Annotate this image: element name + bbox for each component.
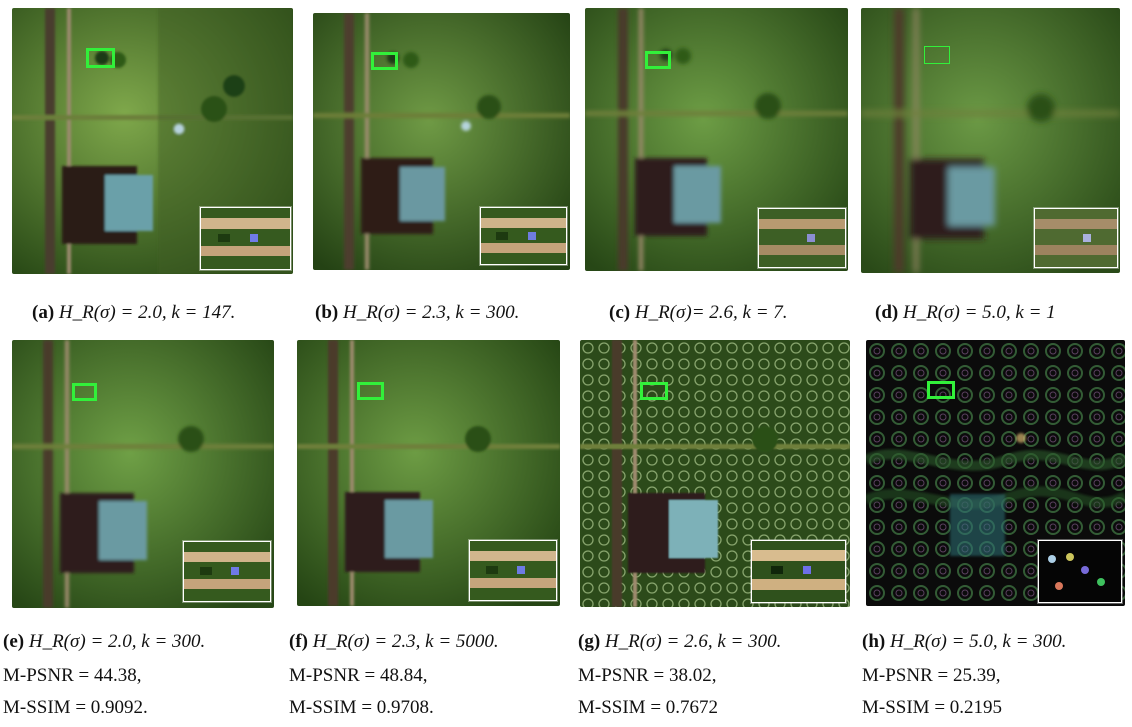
caption-g-label: (g)	[578, 631, 601, 652]
metric-g-psnr: M-PSNR = 38.02,	[578, 665, 717, 686]
metric-e-ssim: M-SSIM = 0.9092.	[3, 697, 148, 718]
zoom-inset	[469, 540, 557, 601]
caption-d: (d) H_R(σ) = 5.0, k = 1	[875, 302, 1056, 324]
caption-h-label: (h)	[862, 631, 886, 652]
zoom-inset	[1038, 540, 1122, 603]
metric-h-ssim: M-SSIM = 0.2195	[862, 697, 1003, 718]
caption-d-text: H_R(σ) = 5.0, k = 1	[902, 302, 1056, 323]
roi-box	[371, 52, 398, 70]
zoom-inset-image	[184, 542, 270, 601]
roi-box	[645, 51, 671, 69]
caption-b: (b) H_R(σ) = 2.3, k = 300.	[315, 302, 519, 324]
caption-c-label: (c)	[609, 302, 631, 323]
roi-box	[72, 383, 97, 401]
caption-e-text: H_R(σ) = 2.0, k = 300.	[28, 631, 206, 652]
roi-box	[640, 382, 668, 400]
zoom-inset-image	[1035, 209, 1117, 267]
zoom-inset-image	[481, 208, 566, 264]
zoom-inset-image	[759, 209, 845, 267]
caption-d-label: (d)	[875, 302, 899, 323]
caption-a-label: (a)	[32, 302, 55, 323]
zoom-inset	[480, 207, 567, 265]
caption-f-label: (f)	[289, 631, 308, 652]
roi-box	[924, 46, 950, 64]
panel-h-image	[866, 340, 1125, 606]
zoom-inset-image	[470, 541, 556, 600]
caption-e: (e) H_R(σ) = 2.0, k = 300.	[3, 631, 205, 653]
caption-g-text: H_R(σ) = 2.6, k = 300.	[604, 631, 782, 652]
caption-b-label: (b)	[315, 302, 339, 323]
metric-g-ssim: M-SSIM = 0.7672	[578, 697, 719, 718]
caption-b-text: H_R(σ) = 2.3, k = 300.	[342, 302, 520, 323]
zoom-inset	[751, 540, 846, 603]
caption-f-text: H_R(σ) = 2.3, k = 5000.	[312, 631, 499, 652]
zoom-inset	[1034, 208, 1118, 268]
panel-e-image	[12, 340, 274, 608]
zoom-inset	[183, 541, 271, 602]
satellite-image-d	[861, 8, 1120, 273]
caption-g: (g) H_R(σ) = 2.6, k = 300.	[578, 631, 781, 653]
metric-f-psnr: M-PSNR = 48.84,	[289, 665, 428, 686]
panel-b-image	[313, 13, 570, 270]
roi-box	[357, 382, 384, 400]
caption-c: (c) H_R(σ)= 2.6, k = 7.	[609, 302, 788, 324]
caption-h-text: H_R(σ) = 5.0, k = 300.	[889, 631, 1067, 652]
caption-f: (f) H_R(σ) = 2.3, k = 5000.	[289, 631, 499, 653]
panel-d-image	[861, 8, 1120, 273]
zoom-inset-image	[201, 208, 290, 269]
satellite-image-e	[12, 340, 274, 608]
metric-f-ssim: M-SSIM = 0.9708.	[289, 697, 434, 718]
satellite-image-h	[866, 340, 1125, 606]
caption-a: (a) H_R(σ) = 2.0, k = 147.	[32, 302, 235, 324]
caption-a-text: H_R(σ) = 2.0, k = 147.	[58, 302, 236, 323]
zoom-inset-image	[752, 541, 845, 602]
caption-e-label: (e)	[3, 631, 25, 652]
metric-e-psnr: M-PSNR = 44.38,	[3, 665, 142, 686]
roi-box	[86, 48, 115, 68]
metric-h-psnr: M-PSNR = 25.39,	[862, 665, 1001, 686]
zoom-inset	[758, 208, 846, 268]
caption-h: (h) H_R(σ) = 5.0, k = 300.	[862, 631, 1066, 653]
panel-f-image	[297, 340, 560, 606]
zoom-inset	[200, 207, 291, 270]
panel-a-image	[12, 8, 293, 274]
caption-c-text: H_R(σ)= 2.6, k = 7.	[634, 302, 788, 323]
panel-g-image	[580, 340, 850, 607]
panel-c-image	[585, 8, 848, 271]
roi-box	[927, 381, 955, 399]
zoom-inset-image	[1039, 541, 1121, 602]
